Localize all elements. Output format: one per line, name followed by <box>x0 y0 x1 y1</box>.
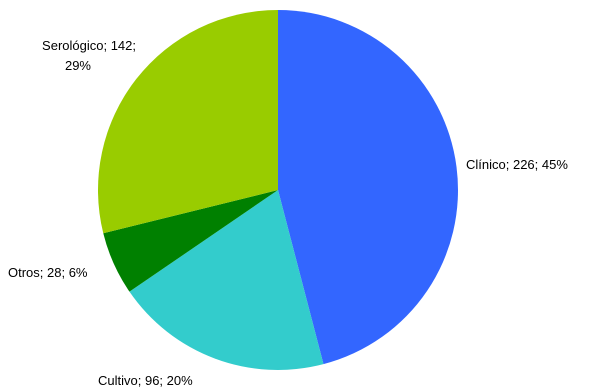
pie-slice-cultivo <box>129 190 324 371</box>
pie-slice-otros <box>103 190 279 292</box>
data-label-cl-nico: Clínico; 226; 45% <box>466 157 568 172</box>
data-label-otros: Otros; 28; 6% <box>8 265 88 280</box>
data-label-serol-gico: Serológico; 142; 29% <box>42 38 136 73</box>
pie-labels: Clínico; 226; 45% Cultivo; 96; 20% Otros; … <box>8 38 568 388</box>
pie-slice-serol-gico <box>97 9 279 234</box>
data-label-cultivo: Cultivo; 96; 20% <box>98 373 193 388</box>
pie-slices <box>97 9 459 371</box>
pie-slice-cl-nico <box>278 9 459 365</box>
